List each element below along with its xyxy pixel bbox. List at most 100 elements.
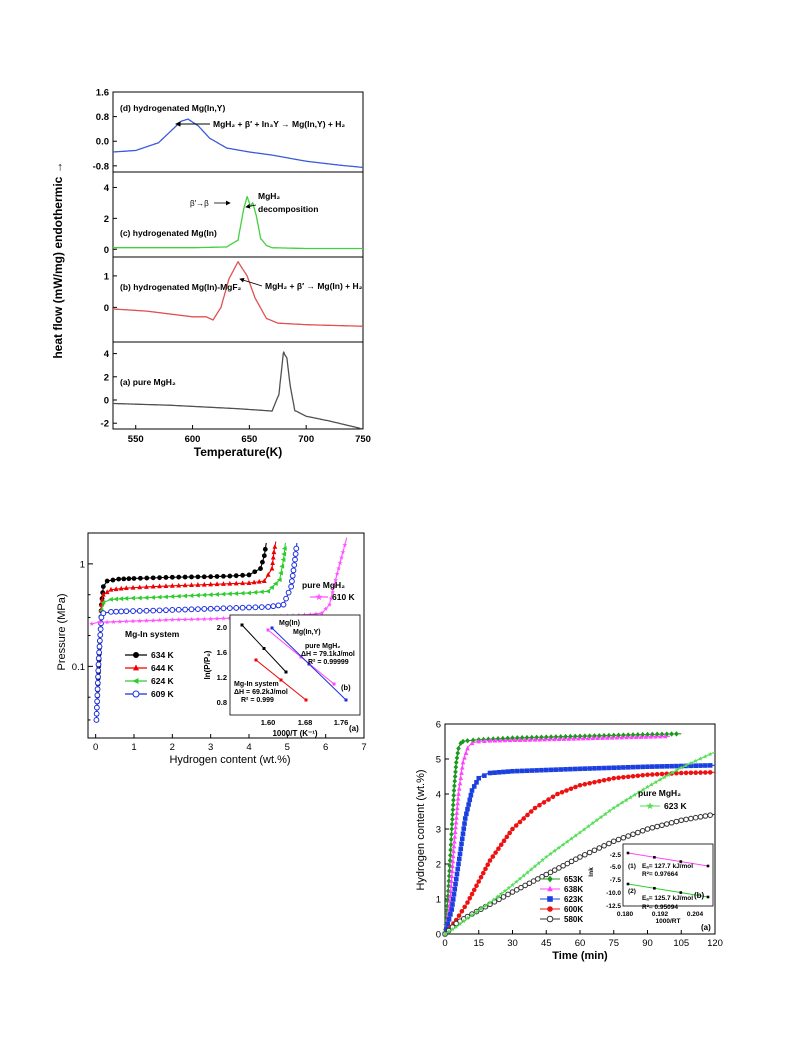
pct-series-point-3 <box>252 604 259 611</box>
pct-series-point-1 <box>130 584 136 590</box>
dsc-panel-c-label: (c) hydrogenated Mg(In) <box>120 228 217 238</box>
kin-xtick-label: 90 <box>642 938 653 949</box>
kin-series-point-1 <box>532 736 538 742</box>
kin-x-axis-label: Time (min) <box>552 950 608 962</box>
pct-legend-marker <box>132 678 139 684</box>
pct-series-point-0 <box>110 577 116 583</box>
pct-series-point-1 <box>272 543 278 549</box>
pct-series-point-1 <box>233 580 239 586</box>
kin-series-point-1 <box>585 735 591 741</box>
kin-series-point-2 <box>688 763 694 769</box>
kin-series-point-4 <box>577 854 583 860</box>
kin-series-point-0 <box>460 738 466 745</box>
pct-series-point-4 <box>150 617 156 623</box>
pct-inset-point <box>240 623 244 627</box>
kin-series-point-3 <box>462 904 467 910</box>
pct-series-point-4 <box>163 617 169 623</box>
kin-series-point-2 <box>465 806 470 812</box>
pct-series-point-3 <box>207 605 214 612</box>
kin-inset-point <box>626 851 630 855</box>
kin-series-point-4 <box>591 847 598 854</box>
kin-series-point-4 <box>635 829 641 836</box>
kin-series-point-5 <box>693 758 699 763</box>
kin-series-point-1 <box>492 737 498 743</box>
pct-series-point-4 <box>323 606 329 612</box>
kin-series-point-2 <box>474 780 479 785</box>
pct-series-point-0 <box>233 573 239 579</box>
kin-series-point-5 <box>615 802 621 808</box>
kin-series-point-0 <box>448 847 453 853</box>
kin-series-point-0 <box>449 821 455 827</box>
dsc-series-d <box>112 118 364 169</box>
kin-series-point-1 <box>643 734 649 739</box>
pct-series-point-1 <box>269 565 275 571</box>
pct-series-point-4 <box>319 610 325 616</box>
kin-legend-marker <box>547 885 553 892</box>
kin-ytick-label: 6 <box>436 720 441 731</box>
kin-series-point-0 <box>452 773 458 780</box>
pct-xtick-label: 0 <box>93 742 98 753</box>
kin-series-point-1 <box>629 734 634 740</box>
kin-series-point-3 <box>480 870 486 876</box>
kin-series-point-4 <box>601 842 607 849</box>
pct-series-point-3 <box>94 698 101 705</box>
kin-series-point-2 <box>669 763 674 769</box>
kin-inset-ann-ea2: Eₐ= 125.7 kJ/mol <box>642 895 693 902</box>
pct-series-point-2 <box>280 557 286 563</box>
kin-series-point-5 <box>666 772 671 777</box>
pct-series-point-2 <box>201 592 207 598</box>
pct-series-point-3 <box>220 605 227 612</box>
kin-series-point-2 <box>460 831 466 836</box>
kin-series-point-1 <box>527 737 533 742</box>
kin-series-point-3 <box>493 850 498 855</box>
kin-xtick-label: 105 <box>673 938 689 949</box>
kin-series-point-1 <box>451 848 456 854</box>
pct-series-point-4 <box>337 560 343 566</box>
kin-series-point-5 <box>611 805 617 810</box>
pct-legend-marker <box>133 664 139 671</box>
kin-legend-marker <box>547 875 553 883</box>
kin-series-point-1 <box>502 737 508 743</box>
kin-series-point-5 <box>670 770 676 775</box>
kin-series-point-3 <box>640 772 645 778</box>
pct-series-point-4 <box>182 616 188 622</box>
kin-series-point-5 <box>548 851 553 856</box>
dsc-ytick-label: 4 <box>104 349 110 360</box>
kin-series-point-5 <box>678 765 684 770</box>
pct-series-point-1 <box>182 582 188 588</box>
pct-series-point-1 <box>176 582 182 588</box>
kin-series-point-3 <box>564 788 569 793</box>
pct-series-point-3 <box>290 567 297 574</box>
kin-series-point-3 <box>621 774 626 780</box>
kin-series-point-5 <box>525 870 530 875</box>
kin-series-point-1 <box>469 740 475 746</box>
kin-series-point-4 <box>630 831 636 838</box>
kin-series-point-2 <box>596 765 602 771</box>
pct-series-point-3 <box>118 608 125 615</box>
kin-series-point-0 <box>454 755 460 761</box>
pct-series-point-2 <box>214 592 219 597</box>
kin-inset-ytick-3: -7.5 <box>610 877 622 884</box>
pct-inset: 1000/T (K⁻¹) ln(P/P₀) 1.60 1.68 1.76 2.0… <box>203 614 361 738</box>
kin-inset-point <box>706 895 710 899</box>
kin-series-point-5 <box>495 894 500 899</box>
pct-series-point-4 <box>137 618 143 624</box>
kin-series-point-3 <box>707 770 713 775</box>
kin-series-point-2 <box>650 764 655 769</box>
kin-series-point-0 <box>452 783 457 789</box>
pct-series-point-3 <box>93 710 100 717</box>
pct-series-point-2 <box>278 570 283 576</box>
kin-series-point-2 <box>510 768 515 774</box>
pct-series-point-3 <box>233 605 240 611</box>
pct-series-point-4 <box>104 619 110 625</box>
kin-series-point-3 <box>577 782 583 788</box>
pct-series-point-3 <box>123 608 130 615</box>
pct-series-point-3 <box>94 686 101 692</box>
kin-inset: 1000/RT lnk 0.180 0.192 0.204 -2.5 -5.0 … <box>588 843 714 925</box>
kin-series-point-2 <box>448 912 453 917</box>
dsc-x-axis-label: Temperature(K) <box>194 445 282 459</box>
kin-series-point-2 <box>453 876 459 882</box>
pct-series-point-4 <box>333 577 339 583</box>
kin-series-point-1 <box>595 735 600 740</box>
